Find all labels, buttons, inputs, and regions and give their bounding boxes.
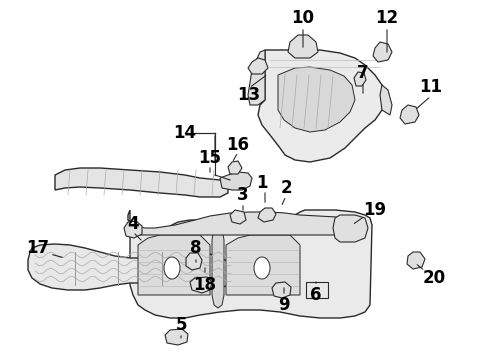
Text: 5: 5 — [175, 316, 187, 334]
Text: 7: 7 — [357, 64, 369, 82]
Polygon shape — [220, 172, 252, 190]
Text: 13: 13 — [238, 86, 261, 104]
Text: 17: 17 — [26, 239, 49, 257]
Text: 15: 15 — [198, 149, 221, 167]
Polygon shape — [248, 50, 265, 105]
Text: 14: 14 — [173, 124, 196, 142]
Polygon shape — [124, 221, 142, 238]
Text: 20: 20 — [422, 269, 445, 287]
Text: 19: 19 — [364, 201, 387, 219]
Text: 18: 18 — [194, 276, 217, 294]
Text: 16: 16 — [226, 136, 249, 154]
Text: 9: 9 — [278, 296, 290, 314]
Text: 3: 3 — [237, 186, 249, 204]
Polygon shape — [278, 67, 355, 132]
Ellipse shape — [254, 257, 270, 279]
Text: 10: 10 — [292, 9, 315, 27]
Polygon shape — [228, 161, 242, 174]
Polygon shape — [248, 58, 268, 74]
Polygon shape — [190, 277, 212, 293]
Polygon shape — [400, 105, 419, 124]
Text: 11: 11 — [419, 78, 442, 96]
FancyBboxPatch shape — [306, 282, 328, 298]
Polygon shape — [272, 282, 291, 298]
Text: 8: 8 — [190, 239, 202, 257]
Polygon shape — [132, 212, 365, 235]
Polygon shape — [28, 244, 240, 290]
Polygon shape — [128, 210, 372, 318]
Text: 4: 4 — [127, 215, 139, 233]
Polygon shape — [186, 253, 202, 270]
Polygon shape — [55, 168, 228, 197]
Polygon shape — [138, 235, 210, 295]
Text: 6: 6 — [310, 286, 322, 304]
Polygon shape — [258, 208, 276, 222]
Polygon shape — [333, 215, 368, 242]
Text: 1: 1 — [256, 174, 268, 192]
Text: 2: 2 — [280, 179, 292, 197]
Polygon shape — [212, 225, 224, 308]
Polygon shape — [354, 72, 366, 86]
Text: 12: 12 — [375, 9, 398, 27]
Polygon shape — [288, 35, 318, 58]
Polygon shape — [165, 329, 188, 345]
Polygon shape — [407, 252, 425, 269]
Polygon shape — [373, 42, 392, 62]
Ellipse shape — [164, 257, 180, 279]
Polygon shape — [258, 50, 385, 162]
Polygon shape — [380, 85, 392, 115]
Polygon shape — [226, 235, 300, 295]
Polygon shape — [230, 210, 246, 224]
